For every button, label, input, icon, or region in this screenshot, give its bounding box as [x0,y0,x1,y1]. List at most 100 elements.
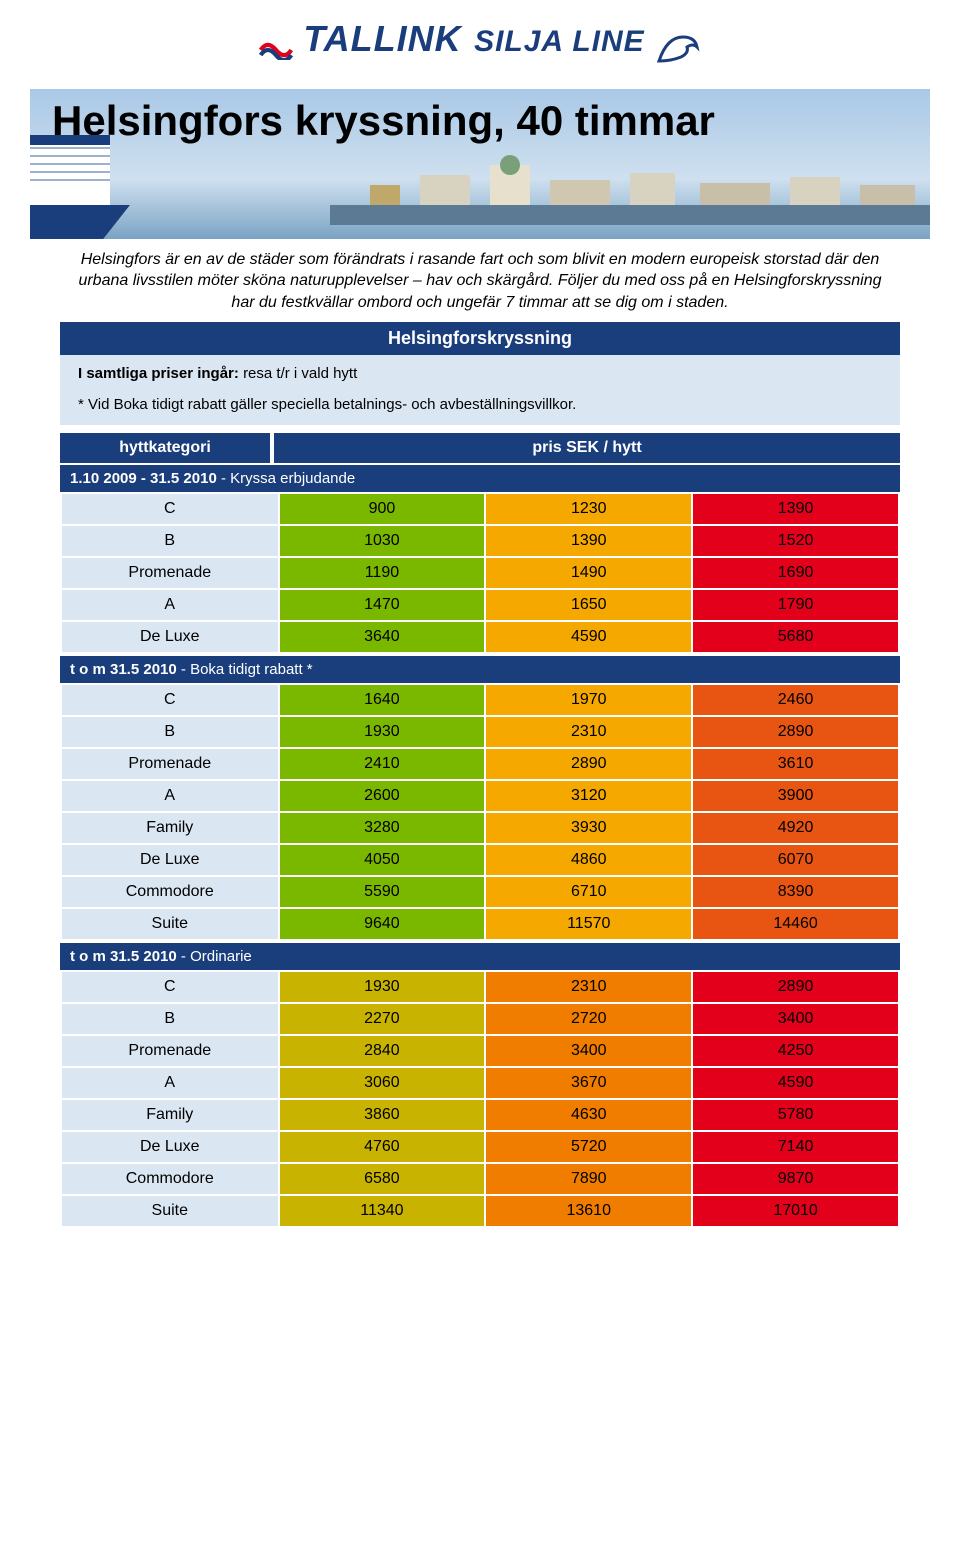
price-cell: 7140 [693,1132,898,1162]
price-cell: 2890 [486,749,691,779]
price-cell: 13610 [486,1196,691,1226]
price-table: C164019702460B193023102890Promenade24102… [60,683,900,941]
price-cell: 2310 [486,717,691,747]
price-cell: 1690 [693,558,898,588]
price-cell: 2890 [693,972,898,1002]
table-row: C193023102890 [62,972,898,1002]
table-row: C90012301390 [62,494,898,524]
price-table: C193023102890B227027203400Promenade28403… [60,970,900,1228]
price-section-label: 1.10 2009 - 31.5 2010 - Kryssa erbjudand… [60,465,900,492]
ship-illustration [30,135,200,239]
table-row: Family386046305780 [62,1100,898,1130]
price-cell: 11340 [280,1196,485,1226]
price-cell: 1650 [486,590,691,620]
category-cell: B [62,717,278,747]
skyline-illustration [330,155,930,225]
price-cell: 3640 [280,622,485,652]
price-cell: 9640 [280,909,485,939]
category-cell: Family [62,1100,278,1130]
price-cell: 3860 [280,1100,485,1130]
price-cell: 1970 [486,685,691,715]
price-cell: 5590 [280,877,485,907]
price-cell: 2410 [280,749,485,779]
table-row: Commodore559067108390 [62,877,898,907]
price-cell: 1030 [280,526,485,556]
price-cell: 1790 [693,590,898,620]
price-cell: 1930 [280,972,485,1002]
category-cell: Family [62,813,278,843]
price-cell: 4250 [693,1036,898,1066]
price-table: C90012301390B103013901520Promenade119014… [60,492,900,654]
price-cell: 1640 [280,685,485,715]
table-row: C164019702460 [62,685,898,715]
category-cell: Suite [62,909,278,939]
price-cell: 14460 [693,909,898,939]
price-cell: 5720 [486,1132,691,1162]
price-cell: 900 [280,494,485,524]
table-row: Promenade241028903610 [62,749,898,779]
category-cell: A [62,590,278,620]
table-row: B193023102890 [62,717,898,747]
price-cell: 11570 [486,909,691,939]
price-cell: 8390 [693,877,898,907]
section-label-suffix: - Ordinarie [177,948,252,965]
category-cell: A [62,781,278,811]
table-row: Suite96401157014460 [62,909,898,939]
price-cell: 4920 [693,813,898,843]
section-label-prefix: 1.10 2009 - 31.5 2010 [70,470,217,487]
category-cell: Promenade [62,1036,278,1066]
included-band: I samtliga priser ingår: resa t/r i vald… [60,355,900,392]
brand-logo: TALLINK SILJA LINE [0,0,960,77]
category-cell: Commodore [62,1164,278,1194]
price-cell: 4590 [693,1068,898,1098]
price-cell: 2270 [280,1004,485,1034]
category-cell: C [62,972,278,1002]
price-section-label: t o m 31.5 2010 - Boka tidigt rabatt * [60,656,900,683]
price-cell: 3900 [693,781,898,811]
price-cell: 3060 [280,1068,485,1098]
table-row: Suite113401361017010 [62,1196,898,1226]
price-cell: 4760 [280,1132,485,1162]
table-row: Promenade284034004250 [62,1036,898,1066]
category-cell: C [62,685,278,715]
category-cell: C [62,494,278,524]
table-row: B227027203400 [62,1004,898,1034]
silja-seal-icon [653,27,701,67]
price-cell: 1520 [693,526,898,556]
intro-paragraph: Helsingfors är en av de städer som förän… [70,249,890,314]
price-cell: 2890 [693,717,898,747]
price-cell: 4050 [280,845,485,875]
price-cell: 5780 [693,1100,898,1130]
category-cell: B [62,1004,278,1034]
price-cell: 4860 [486,845,691,875]
category-cell: Promenade [62,749,278,779]
table-row: A260031203900 [62,781,898,811]
category-cell: Suite [62,1196,278,1226]
price-cell: 9870 [693,1164,898,1194]
category-cell: Commodore [62,877,278,907]
price-cell: 2310 [486,972,691,1002]
price-cell: 2720 [486,1004,691,1034]
table-row: De Luxe405048606070 [62,845,898,875]
price-cell: 1390 [486,526,691,556]
table-row: Family328039304920 [62,813,898,843]
logo-tallink-text: TALLINK [303,18,461,60]
included-text: resa t/r i vald hytt [243,365,357,382]
booking-note: * Vid Boka tidigt rabatt gäller speciell… [60,392,900,425]
price-cell: 6710 [486,877,691,907]
price-cell: 1390 [693,494,898,524]
category-cell: A [62,1068,278,1098]
cruise-name-band: Helsingforskryssning [60,322,900,355]
table-row: B103013901520 [62,526,898,556]
header-price: pris SEK / hytt [274,433,900,463]
table-row: A147016501790 [62,590,898,620]
price-cell: 7890 [486,1164,691,1194]
price-cell: 3400 [693,1004,898,1034]
section-label-prefix: t o m 31.5 2010 [70,661,177,678]
price-header-row: hyttkategori pris SEK / hytt [60,433,900,463]
category-cell: De Luxe [62,1132,278,1162]
table-row: De Luxe364045905680 [62,622,898,652]
price-cell: 2460 [693,685,898,715]
price-cell: 1490 [486,558,691,588]
tallink-wave-icon [259,33,293,61]
